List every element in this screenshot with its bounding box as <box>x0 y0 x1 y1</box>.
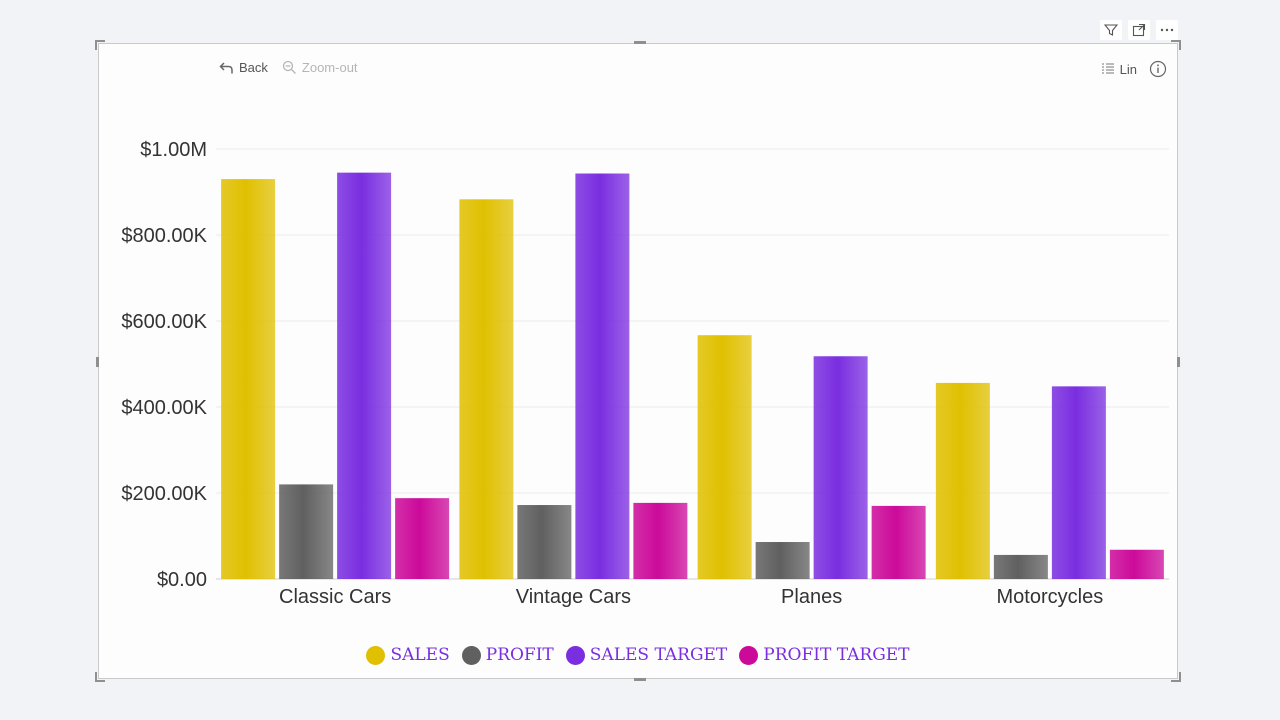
resize-handle-right[interactable] <box>1177 357 1180 367</box>
x-tick-label: Motorcycles <box>997 586 1104 608</box>
y-tick-label: $600.00K <box>121 311 207 333</box>
bar-sales[interactable] <box>697 335 752 579</box>
chart-visual[interactable]: Back Zoom-out Lin $0.00 $200.00K $400.00K $… <box>95 40 1181 682</box>
back-button[interactable]: Back <box>219 60 268 75</box>
bar-sales[interactable] <box>935 382 990 579</box>
bar-profit-target[interactable] <box>871 505 926 579</box>
info-icon <box>1149 60 1167 78</box>
bar-sales-target[interactable] <box>575 173 630 579</box>
y-tick-label: $200.00K <box>121 483 207 505</box>
x-tick-label: Vintage Cars <box>516 586 631 608</box>
chart-toolbar: Back Zoom-out <box>219 60 358 75</box>
bar-profit[interactable] <box>279 484 334 579</box>
bar-sales-target[interactable] <box>1051 386 1106 579</box>
resize-handle-bottom[interactable] <box>634 678 646 681</box>
legend-swatch <box>739 645 759 665</box>
bar-profit-target[interactable] <box>395 498 450 579</box>
legend-swatch <box>565 645 585 665</box>
bar-sales[interactable] <box>459 199 514 579</box>
zoom-out-label: Zoom-out <box>301 60 358 75</box>
legend-label: PROFIT <box>485 645 554 665</box>
legend-item[interactable]: PROFIT TARGET <box>739 645 910 665</box>
legend-item[interactable]: SALES TARGET <box>565 645 728 665</box>
legend-swatch <box>366 645 386 665</box>
y-tick-label: $400.00K <box>121 397 207 419</box>
chart-legend: SALES PROFIT SALES TARGET PROFIT TARGET <box>99 645 1177 665</box>
y-tick-label: $0.00 <box>157 569 207 591</box>
scale-label: Lin <box>1119 61 1137 77</box>
resize-handle-bottom-right[interactable] <box>1171 672 1181 682</box>
info-button[interactable] <box>1149 60 1167 78</box>
x-tick-label: Planes <box>781 586 842 608</box>
bar-profit[interactable] <box>517 505 572 579</box>
x-tick-label: Classic Cars <box>279 586 391 608</box>
bar-profit[interactable] <box>755 542 810 579</box>
bar-sales-target[interactable] <box>337 172 392 579</box>
scale-toggle-button[interactable]: Lin <box>1101 62 1137 77</box>
zoom-out-button[interactable]: Zoom-out <box>282 60 358 75</box>
focus-mode-icon[interactable] <box>1128 20 1150 40</box>
more-options-icon[interactable] <box>1156 20 1178 40</box>
resize-handle-top-right[interactable] <box>1171 40 1181 50</box>
legend-label: PROFIT TARGET <box>763 645 910 665</box>
resize-handle-bottom-left[interactable] <box>95 672 105 682</box>
resize-handle-top-left[interactable] <box>95 40 105 50</box>
chart-toolbar-right: Lin <box>1101 60 1167 78</box>
legend-item[interactable]: PROFIT <box>461 645 554 665</box>
bar-profit-target[interactable] <box>1109 549 1164 579</box>
bar-sales-target[interactable] <box>813 356 868 579</box>
bar-profit[interactable] <box>993 554 1048 579</box>
bar-profit-target[interactable] <box>633 502 688 579</box>
bar-chart: $0.00 $200.00K $400.00K $600.00K $800.00K $1.… <box>121 139 1169 608</box>
resize-handle-left[interactable] <box>96 357 99 367</box>
legend-item[interactable]: SALES <box>366 645 450 665</box>
legend-label: SALES <box>390 645 450 665</box>
legend-label: SALES TARGET <box>589 645 728 665</box>
y-tick-label: $800.00K <box>121 225 207 247</box>
bar-sales[interactable] <box>221 179 276 579</box>
resize-handle-top[interactable] <box>634 41 646 44</box>
legend-swatch <box>461 645 481 665</box>
visual-header <box>1100 20 1178 40</box>
y-tick-label: $1.00M <box>140 139 207 161</box>
filter-icon[interactable] <box>1100 20 1122 40</box>
list-icon <box>1101 63 1114 74</box>
back-arrow-icon <box>219 61 233 73</box>
zoom-out-icon <box>282 60 296 74</box>
back-label: Back <box>239 60 268 75</box>
